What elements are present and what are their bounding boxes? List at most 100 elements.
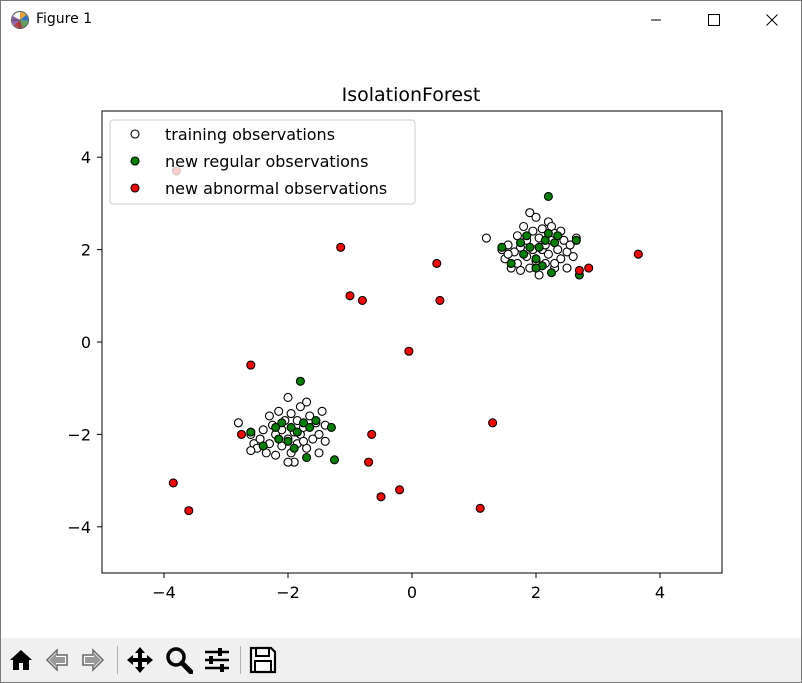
- new-regular-observations-point: [289, 443, 299, 453]
- new-regular-observations-point: [274, 434, 284, 444]
- training-observations-point: [550, 258, 560, 269]
- save-icon: [249, 646, 277, 674]
- training-observations-point: [528, 226, 538, 236]
- new-abnormal-observations-point: [357, 295, 367, 305]
- new-abnormal-observations-point: [395, 485, 405, 495]
- new-regular-observations-point: [283, 436, 293, 446]
- new-abnormal-observations-point: [246, 360, 256, 370]
- training-observations-point: [537, 224, 547, 234]
- legend-box: [109, 119, 416, 205]
- training-observations-point: [274, 406, 284, 416]
- matplotlib-logo-icon: [11, 11, 29, 29]
- training-observations-point: [286, 409, 296, 419]
- new-regular-observations-point: [534, 242, 544, 252]
- new-regular-observations-point: [277, 418, 287, 428]
- home-icon: [10, 650, 32, 670]
- figure-canvas[interactable]: IsolationForest −4 −2 0 2 4 −4 −2 0 2 4 training …: [1, 38, 801, 638]
- training-observations-point: [305, 411, 315, 421]
- training-observations-point: [559, 235, 569, 245]
- new-regular-observations-point: [543, 228, 553, 238]
- new-regular-observations-point: [515, 238, 526, 248]
- training-observations-point: [515, 265, 526, 275]
- new-regular-observations-point: [302, 452, 312, 463]
- training-observations-point: [562, 263, 572, 273]
- training-observations-point: [298, 436, 309, 446]
- training-observations-point: [568, 251, 578, 262]
- close-button[interactable]: [743, 1, 801, 38]
- new-regular-observations-point: [295, 376, 305, 386]
- close-icon: [766, 13, 778, 26]
- new-regular-observations-point: [298, 418, 309, 428]
- new-abnormal-observations-point: [367, 429, 377, 439]
- x-tick-label: 0: [407, 583, 417, 602]
- new-regular-observations-point: [292, 427, 302, 437]
- pan-icon: [127, 647, 153, 673]
- forward-button[interactable]: [78, 644, 108, 676]
- y-tick-label: 2: [81, 241, 91, 260]
- new-abnormal-observations-point: [376, 492, 386, 502]
- training-observations-point: [314, 429, 324, 439]
- new-regular-observations-point: [246, 427, 256, 437]
- new-abnormal-observations-point: [404, 346, 414, 356]
- data-points: [168, 166, 643, 516]
- zoom-button[interactable]: [164, 644, 194, 676]
- new-abnormal-observations-point: [432, 258, 442, 269]
- legend-marker: [130, 129, 140, 139]
- new-regular-observations-point: [497, 242, 507, 252]
- legend-label: new abnormal observations: [165, 179, 387, 198]
- legend-marker: [130, 156, 140, 166]
- new-abnormal-observations-point: [345, 291, 355, 301]
- axis-ticks: −4 −2 0 2 4 −4 −2 0 2 4: [67, 148, 665, 602]
- toolbar-separator: [117, 646, 118, 674]
- new-regular-observations-point: [258, 441, 268, 451]
- new-abnormal-observations-point: [435, 295, 445, 305]
- configure-subplots-icon: [205, 648, 229, 672]
- training-observations-point: [317, 406, 327, 416]
- training-observations-point: [525, 208, 535, 218]
- training-observations-point: [308, 434, 318, 444]
- training-observations-point: [271, 450, 281, 460]
- training-observations-point: [565, 240, 575, 250]
- maximize-button[interactable]: [685, 1, 743, 38]
- save-button[interactable]: [248, 644, 278, 676]
- new-regular-observations-point: [305, 422, 315, 433]
- x-tick-label: −2: [276, 583, 300, 602]
- new-abnormal-observations-point: [475, 503, 485, 513]
- training-observations-point: [295, 402, 305, 412]
- scatter-chart: IsolationForest −4 −2 0 2 4 −4 −2 0 2 4 training …: [67, 84, 723, 602]
- new-regular-observations-point: [543, 191, 553, 202]
- configure-subplots-button[interactable]: [202, 644, 232, 676]
- new-abnormal-observations-point: [584, 263, 594, 273]
- back-button[interactable]: [42, 644, 72, 676]
- training-observations-point: [314, 448, 324, 458]
- x-tick-label: −4: [152, 583, 176, 602]
- training-observations-point: [246, 446, 256, 456]
- training-observations-point: [320, 436, 330, 446]
- minimize-button[interactable]: [627, 1, 685, 38]
- training-observations-point: [519, 221, 529, 232]
- training-observations-point: [264, 411, 274, 421]
- new-abnormal-observations-point: [574, 265, 584, 275]
- title-bar: Figure 1: [1, 1, 801, 38]
- new-regular-observations-point: [553, 231, 563, 241]
- zoom-icon: [166, 647, 193, 674]
- new-abnormal-observations-point: [633, 249, 643, 259]
- training-observations-point: [258, 425, 268, 435]
- training-observations-point: [283, 392, 293, 402]
- new-regular-observations-point: [519, 249, 529, 259]
- chart-title: IsolationForest: [342, 84, 481, 106]
- new-regular-observations-point: [531, 263, 541, 273]
- training-observations-point: [503, 249, 513, 259]
- navigation-toolbar: [1, 638, 801, 682]
- training-observations-point: [531, 212, 541, 222]
- y-tick-label: 4: [81, 148, 91, 167]
- window-title: Figure 1: [36, 11, 93, 27]
- legend-marker: [130, 183, 140, 193]
- y-tick-label: −4: [67, 518, 91, 537]
- x-tick-label: 2: [531, 583, 541, 602]
- training-observations-point: [543, 249, 553, 259]
- new-regular-observations-point: [286, 422, 296, 433]
- home-button[interactable]: [6, 644, 36, 676]
- new-regular-observations-point: [271, 422, 281, 433]
- pan-button[interactable]: [125, 644, 155, 676]
